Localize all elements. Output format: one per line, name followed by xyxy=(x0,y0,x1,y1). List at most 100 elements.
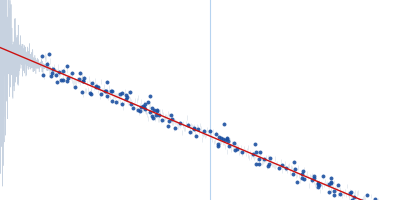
Point xyxy=(213,132,220,135)
Point xyxy=(320,174,326,177)
Point xyxy=(283,166,290,170)
Point xyxy=(139,104,146,107)
Point xyxy=(69,71,75,74)
Point xyxy=(190,127,197,130)
Point xyxy=(266,156,273,160)
Point xyxy=(81,77,87,80)
Point xyxy=(60,69,66,73)
Point xyxy=(88,92,94,95)
Point xyxy=(141,105,148,109)
Point xyxy=(149,115,156,118)
Point xyxy=(76,78,82,81)
Point xyxy=(328,176,334,179)
Point xyxy=(119,91,125,94)
Point xyxy=(98,93,104,96)
Point xyxy=(48,74,54,77)
Point xyxy=(104,81,110,84)
Point xyxy=(55,70,62,73)
Point xyxy=(218,137,224,140)
Point xyxy=(137,109,144,113)
Point xyxy=(256,158,263,161)
Point xyxy=(142,103,148,106)
Point xyxy=(72,85,78,88)
Point xyxy=(103,95,110,98)
Point xyxy=(201,129,207,133)
Point xyxy=(123,97,130,100)
Point xyxy=(64,79,70,82)
Point xyxy=(44,62,51,65)
Point xyxy=(252,143,258,146)
Point xyxy=(156,113,162,117)
Point xyxy=(372,198,378,200)
Point xyxy=(347,192,353,195)
Point xyxy=(336,192,343,196)
Point xyxy=(109,89,115,93)
Point xyxy=(328,181,334,184)
Point xyxy=(222,138,228,141)
Point xyxy=(292,167,298,171)
Point xyxy=(177,121,183,124)
Point xyxy=(107,90,114,93)
Point xyxy=(253,151,260,154)
Point xyxy=(220,138,226,141)
Point xyxy=(279,164,285,167)
Point xyxy=(187,131,194,134)
Point xyxy=(151,109,158,112)
Point xyxy=(195,128,202,131)
Point xyxy=(158,118,165,122)
Point xyxy=(54,80,60,83)
Point xyxy=(124,95,130,98)
Point xyxy=(46,52,52,55)
Point xyxy=(53,73,60,76)
Point xyxy=(154,110,160,113)
Point xyxy=(256,163,262,166)
Point xyxy=(299,177,306,180)
Point xyxy=(138,106,144,109)
Point xyxy=(348,190,354,194)
Point xyxy=(80,79,86,83)
Point xyxy=(64,64,70,67)
Point xyxy=(184,123,191,126)
Point xyxy=(169,117,175,121)
Point xyxy=(309,178,315,181)
Point xyxy=(335,183,342,186)
Point xyxy=(328,181,334,184)
Point xyxy=(60,79,67,82)
Point xyxy=(290,173,296,176)
Point xyxy=(93,85,99,88)
Point xyxy=(275,167,282,170)
Point xyxy=(311,175,317,178)
Point xyxy=(64,76,71,80)
Point xyxy=(294,180,300,184)
Point xyxy=(78,90,85,93)
Point xyxy=(330,193,337,197)
Point xyxy=(231,141,237,144)
Point xyxy=(300,170,306,173)
Point xyxy=(153,113,160,116)
Point xyxy=(142,107,148,110)
Point xyxy=(252,162,259,166)
Point xyxy=(191,127,197,131)
Point xyxy=(134,109,141,112)
Point xyxy=(300,178,307,181)
Point xyxy=(128,102,134,106)
Point xyxy=(350,195,357,199)
Point xyxy=(266,163,272,166)
Point xyxy=(314,185,321,189)
Point xyxy=(261,157,268,160)
Point xyxy=(119,102,126,105)
Point xyxy=(232,149,238,152)
Point xyxy=(364,193,370,197)
Point xyxy=(80,80,86,83)
Point xyxy=(234,147,240,150)
Point xyxy=(102,89,109,92)
Point xyxy=(146,95,153,98)
Point xyxy=(166,119,172,123)
Point xyxy=(103,89,109,92)
Point xyxy=(168,114,174,117)
Point xyxy=(89,82,95,85)
Point xyxy=(58,78,64,82)
Point xyxy=(95,85,101,88)
Point xyxy=(39,73,46,77)
Point xyxy=(113,100,120,104)
